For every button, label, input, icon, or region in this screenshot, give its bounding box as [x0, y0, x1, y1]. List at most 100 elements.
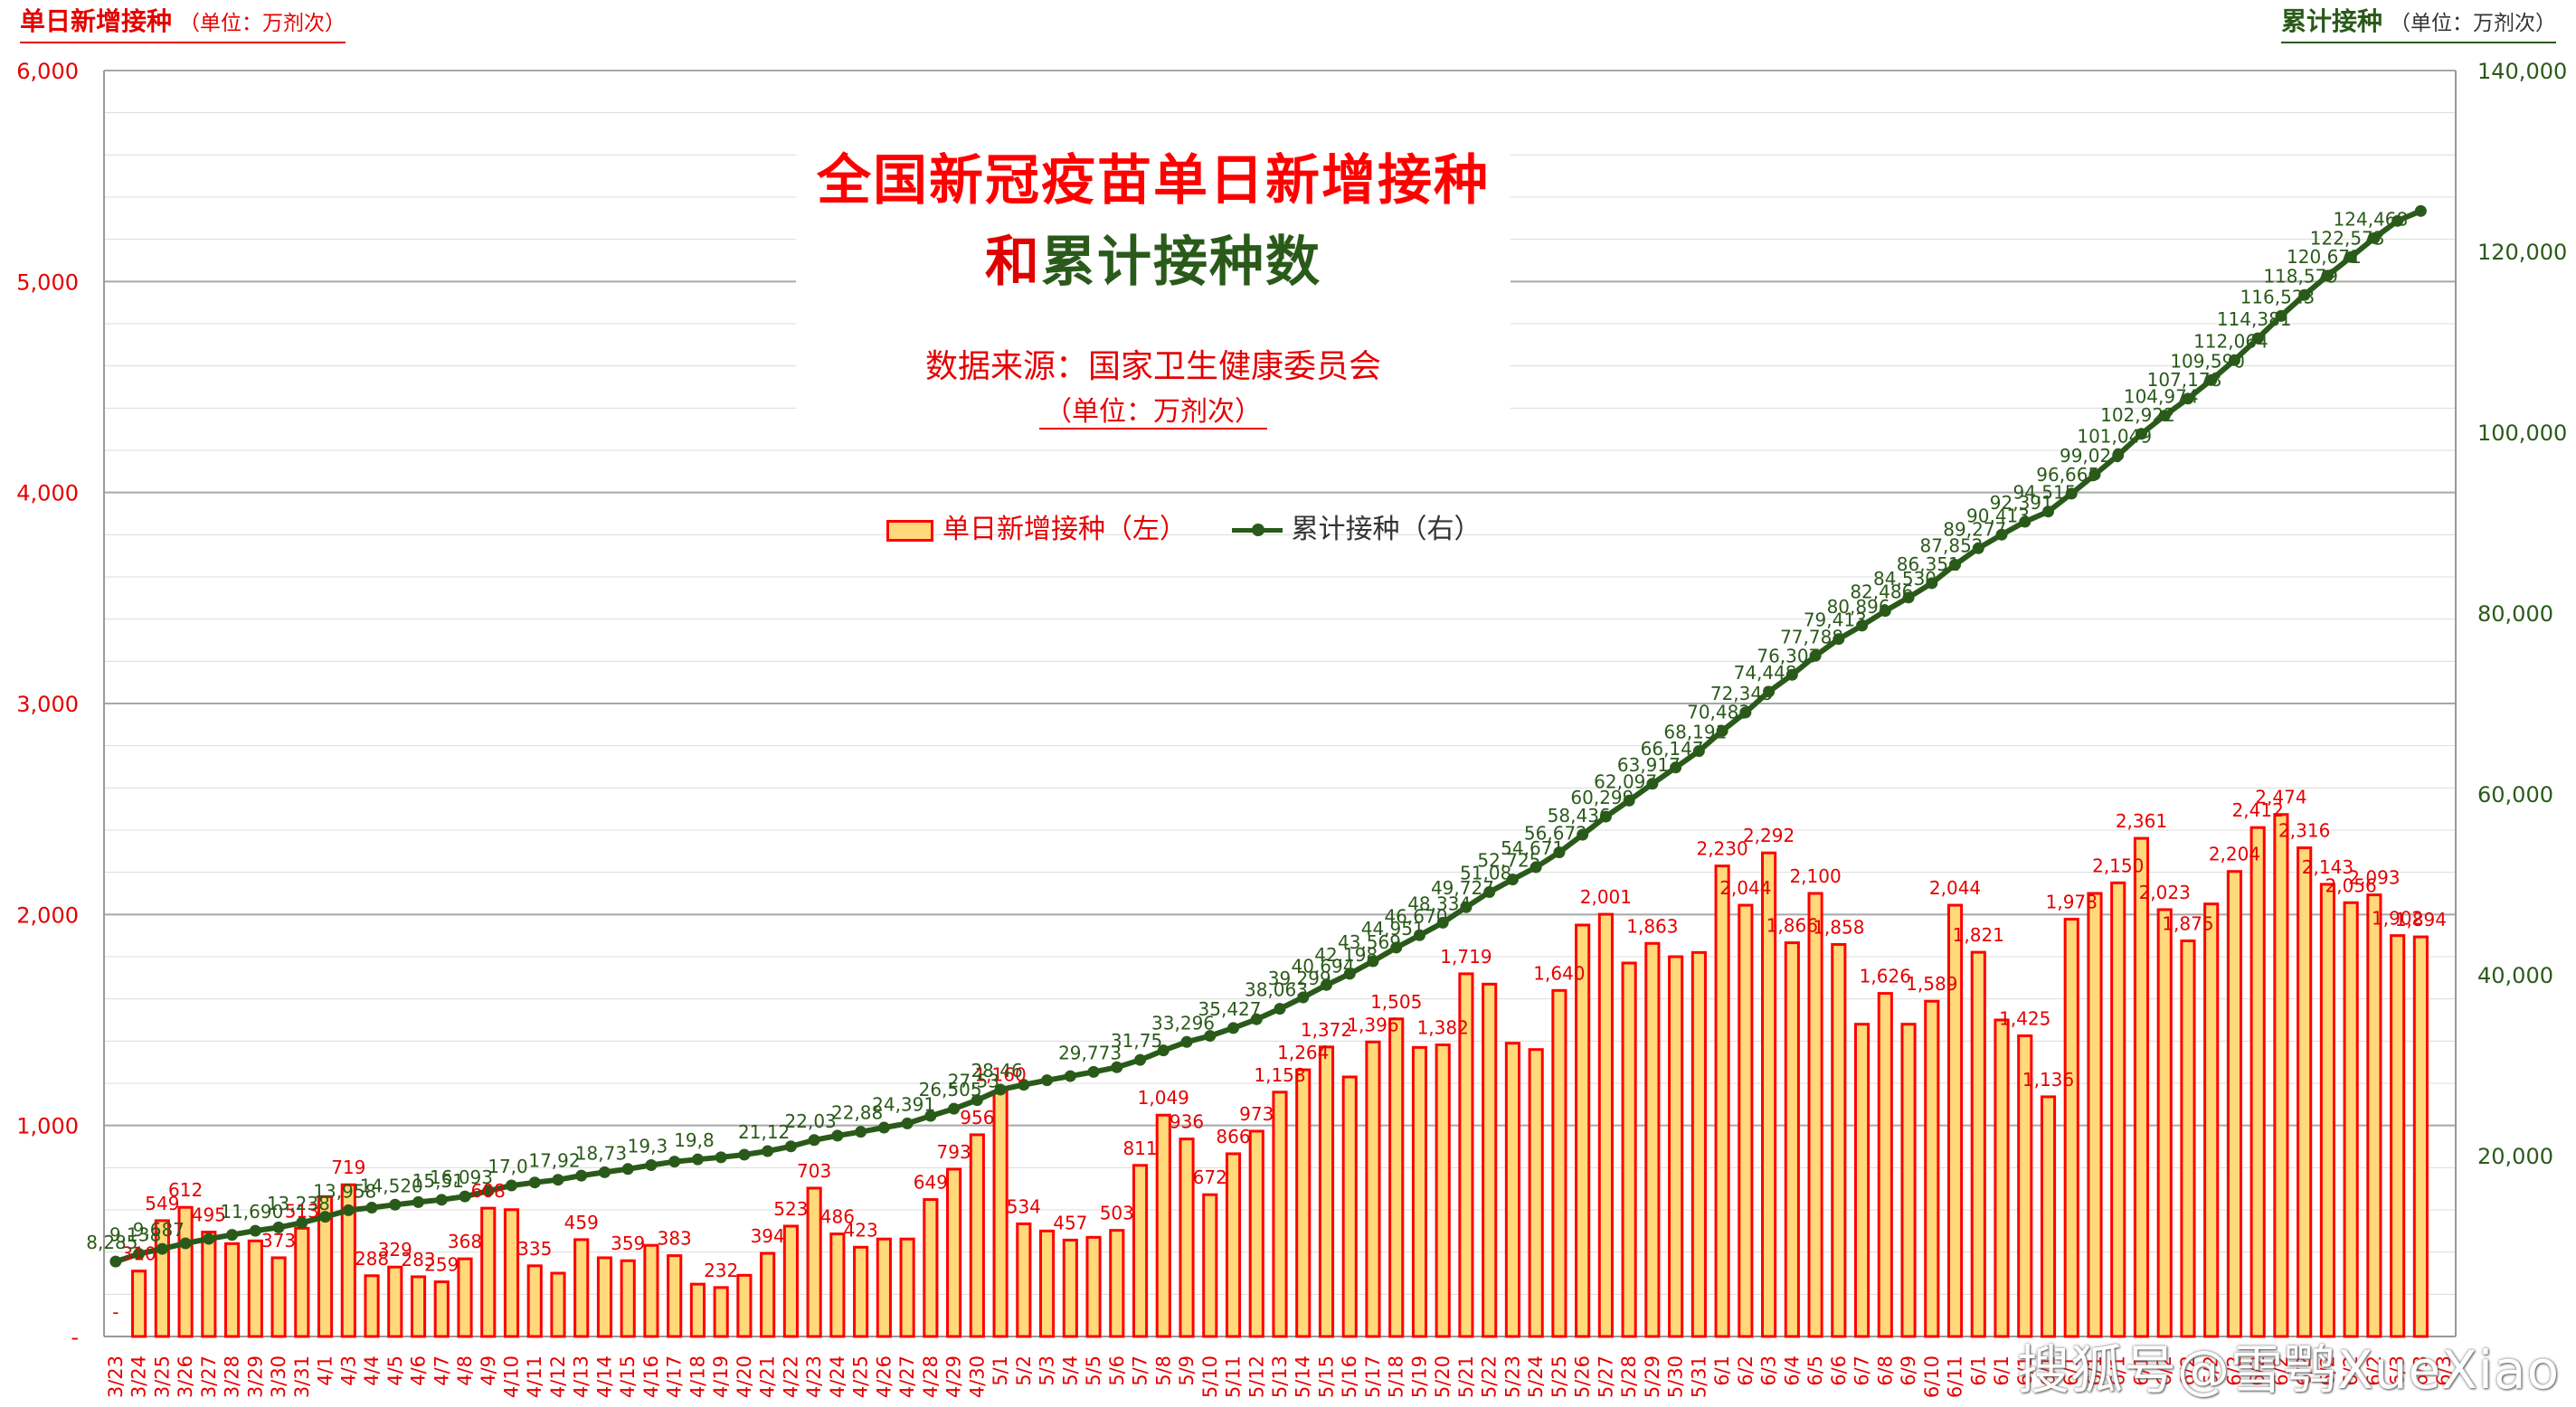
- bar-data-label: 612: [168, 1179, 203, 1201]
- line-data-label: 94,515: [2013, 482, 2077, 504]
- bar-data-label: 383: [658, 1228, 692, 1250]
- x-tick-label: 4/25: [850, 1355, 872, 1398]
- x-tick-label: 4/6: [408, 1355, 430, 1386]
- left-axis-title: 单日新增接种: [20, 6, 173, 36]
- bar-data-label: 2,361: [2116, 810, 2167, 832]
- line-point: [272, 1221, 285, 1233]
- bar: [2087, 892, 2103, 1338]
- line-point: [2042, 505, 2055, 518]
- line-point: [2205, 373, 2218, 386]
- legend-line-label: 累计接种（右）: [1291, 514, 1482, 545]
- line-point: [1670, 761, 1682, 774]
- bar-data-label: 2,100: [1789, 865, 1841, 887]
- x-tick-label: 5/22: [1479, 1355, 1501, 1398]
- line-data-label: 51,08: [1460, 863, 1511, 884]
- bar: [2063, 917, 2079, 1338]
- line-point: [389, 1198, 402, 1211]
- line-data-label: 74,448: [1734, 662, 1797, 684]
- line-point: [1926, 577, 1938, 590]
- line-data-label: 16,093: [430, 1166, 493, 1188]
- bar-data-label: 423: [844, 1219, 878, 1241]
- line-data-label: 56,672: [1524, 823, 1587, 845]
- line-point: [2065, 487, 2078, 500]
- line-data-label: 8,285: [86, 1232, 137, 1253]
- x-tick-label: 3/31: [291, 1355, 313, 1398]
- x-tick-label: 6/3: [2387, 1355, 2409, 1386]
- line-point: [1227, 1022, 1240, 1034]
- x-tick-label: 5/7: [1130, 1355, 1151, 1386]
- x-tick-label: 5/17: [1362, 1355, 1384, 1398]
- x-tick-label: 5/6: [1106, 1355, 1128, 1386]
- bar: [620, 1259, 636, 1338]
- bar: [2040, 1095, 2057, 1338]
- line-point: [459, 1190, 471, 1203]
- line-data-label: 11,690: [220, 1201, 283, 1223]
- line-point: [2391, 214, 2404, 227]
- bar-data-label: 672: [1193, 1166, 1227, 1188]
- line-point: [2182, 392, 2194, 405]
- line-point: [948, 1102, 961, 1115]
- line-point: [1367, 955, 1379, 968]
- line-data-label: 102,922: [2100, 404, 2175, 426]
- bar: [2017, 1034, 2033, 1338]
- x-tick-label: 5/28: [1618, 1355, 1640, 1398]
- bar-data-label: 2,204: [2209, 844, 2260, 865]
- line-point: [1646, 778, 1659, 790]
- x-tick-label: 6/3: [1758, 1355, 1780, 1386]
- line-data-label: 62,097: [1594, 770, 1657, 792]
- bar: [1132, 1164, 1149, 1338]
- line-data-label: 68,191: [1663, 722, 1727, 743]
- bar: [876, 1237, 892, 1338]
- line-data-label: 124,468: [2334, 208, 2409, 230]
- line-data-label: 26,505: [919, 1079, 982, 1100]
- x-tick-label: 4/16: [640, 1355, 662, 1398]
- x-tick-label: 6/1: [2060, 1355, 2082, 1386]
- bar-data-label: 703: [797, 1160, 831, 1182]
- bar: [224, 1242, 241, 1338]
- x-tick-label: 5/1: [990, 1355, 1011, 1386]
- line-point: [528, 1176, 541, 1189]
- bar: [1062, 1238, 1078, 1338]
- line-point: [249, 1224, 261, 1237]
- bar: [1179, 1138, 1195, 1338]
- line-point: [1949, 559, 1962, 571]
- x-tick-label: 4/17: [664, 1355, 686, 1398]
- bar: [1877, 992, 1893, 1338]
- x-tick-label: 6/1: [1991, 1355, 2012, 1386]
- bar: [1528, 1048, 1544, 1338]
- line-data-label: 17,0: [488, 1156, 528, 1177]
- line-data-label: 101,049: [2077, 425, 2152, 447]
- bar: [736, 1273, 753, 1338]
- bar-data-label: 1,894: [2395, 909, 2447, 930]
- bar: [2249, 826, 2266, 1338]
- line-point: [552, 1174, 564, 1186]
- bar-data-label: 2,412: [2232, 799, 2284, 821]
- bar: [387, 1265, 403, 1338]
- x-tick-label: 5/12: [1245, 1355, 1267, 1398]
- bar-data-label: 1,049: [1138, 1087, 1189, 1109]
- right-axis-tick-label: 100,000: [2477, 420, 2567, 446]
- bar-data-label: 368: [448, 1231, 482, 1252]
- bar: [433, 1280, 450, 1338]
- line-point: [179, 1237, 192, 1250]
- line-data-label: 46,670: [1384, 905, 1447, 927]
- x-tick-label: 5/15: [1315, 1355, 1337, 1398]
- bar-data-label: 359: [611, 1232, 645, 1254]
- bar-data-label: 283: [401, 1249, 435, 1270]
- line-data-label: 13,238: [267, 1193, 330, 1214]
- x-tick-label: 4/9: [478, 1355, 499, 1386]
- bar: [1248, 1129, 1264, 1338]
- bar: [829, 1232, 846, 1338]
- bar: [1575, 923, 1591, 1338]
- line-point: [1087, 1065, 1100, 1078]
- watermark: 搜狐号@雪鹗XueXiao: [2017, 1339, 2561, 1401]
- bar-data-label: 1,382: [1417, 1017, 1469, 1039]
- x-tick-label: 4/19: [710, 1355, 732, 1398]
- x-tick-label: 3/25: [151, 1355, 173, 1398]
- x-tick-label: 5/30: [1665, 1355, 1687, 1398]
- line-data-label: 109,590: [2170, 350, 2245, 372]
- right-axis-tick-label: 140,000: [2477, 59, 2567, 84]
- line-point: [1530, 861, 1542, 873]
- right-axis-header: 累计接种 （单位：万剂次）: [2280, 4, 2556, 43]
- bar-series: [131, 813, 2429, 1338]
